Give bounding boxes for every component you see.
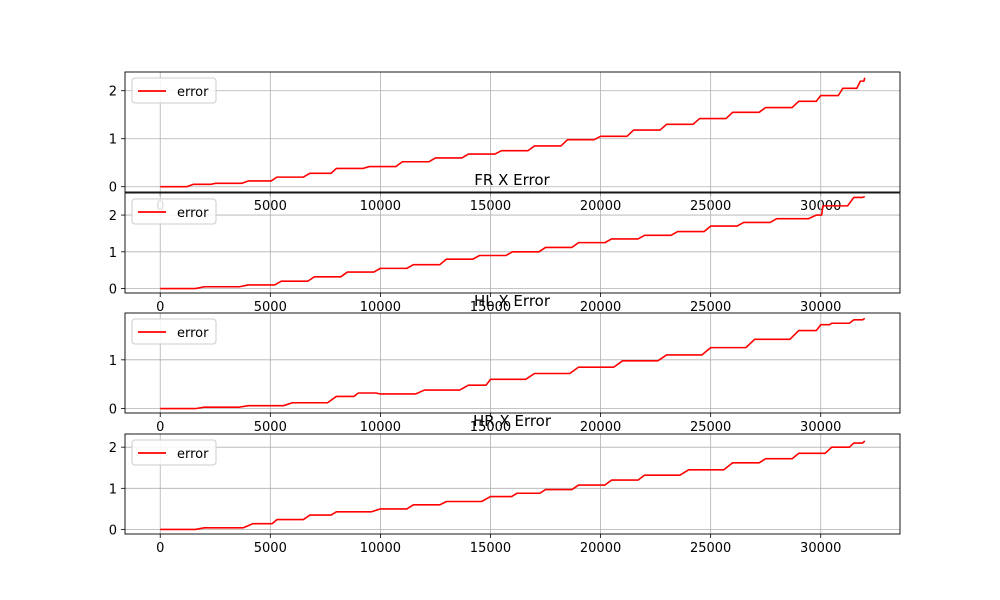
subplot-3-x-tick-label: 30000 bbox=[800, 420, 841, 435]
subplot-4-title: HR X Error bbox=[473, 412, 552, 430]
subplot-4-x-tick-label: 30000 bbox=[800, 541, 841, 556]
subplot-1-legend-label: error bbox=[177, 85, 209, 100]
subplot-3: HL X Error 0 5000 10000 15000 20000 25000 3000… bbox=[109, 292, 901, 435]
subplot-4-y-tick-label: 2 bbox=[109, 441, 117, 456]
subplot-2-x-tick-label: 10000 bbox=[360, 300, 401, 315]
subplot-3-legend: error bbox=[131, 318, 217, 345]
subplot-4-axes-frame bbox=[124, 433, 901, 535]
subplot-4-y-tick-label: 0 bbox=[109, 523, 117, 538]
subplot-4-legend: error bbox=[131, 439, 217, 466]
subplot-2-legend-box bbox=[131, 198, 217, 225]
subplot-3-legend-box bbox=[131, 318, 217, 345]
subplot-3-x-tick-label: 20000 bbox=[580, 420, 621, 435]
subplot-2-y-tick-label: 1 bbox=[109, 246, 117, 261]
subplot-4-x-tick-label: 0 bbox=[156, 541, 164, 556]
subplot-2-x-tick-label: 30000 bbox=[800, 300, 841, 315]
subplot-3-x-tick-label: 0 bbox=[156, 420, 164, 435]
subplot-1-y-tick-label: 1 bbox=[109, 133, 117, 148]
subplot-4-y-tick-label: 1 bbox=[109, 482, 117, 497]
subplot-3-x-tick-label: 25000 bbox=[690, 420, 731, 435]
subplot-4-legend-label: error bbox=[177, 447, 209, 462]
subplot-4-x-tick-label: 15000 bbox=[470, 541, 511, 556]
subplot-2-x-tick-label: 15000 bbox=[470, 300, 511, 315]
subplot-2-title: FR X Error bbox=[474, 171, 550, 189]
subplot-1-axes-frame bbox=[124, 71, 901, 193]
subplot-4: HR X Error 0 5000 10000 15000 20000 25000 3000… bbox=[109, 412, 901, 556]
subplot-2: FR X Error 0 5000 10000 15000 20000 25000 3000… bbox=[109, 171, 901, 315]
subplot-1-legend: error bbox=[131, 77, 217, 104]
subplot-2-y-tick-label: 0 bbox=[109, 283, 117, 298]
subplot-4-x-tick-label: 25000 bbox=[690, 541, 731, 556]
subplot-2-x-tick-label: 5000 bbox=[254, 300, 287, 315]
subplot-3-axes-frame bbox=[124, 312, 901, 414]
subplot-4-x-tick-label: 10000 bbox=[360, 541, 401, 556]
subplot-2-axes-frame bbox=[124, 192, 901, 294]
subplot-2-x-tick-label: 0 bbox=[156, 300, 164, 315]
subplot-1-y-tick-label: 0 bbox=[109, 181, 117, 196]
subplot-3-y-tick-label: 1 bbox=[109, 354, 117, 369]
subplot-3-x-tick-label: 10000 bbox=[360, 420, 401, 435]
subplot-2-y-tick-label: 2 bbox=[109, 209, 117, 224]
subplot-3-x-tick-label: 5000 bbox=[254, 420, 287, 435]
subplot-4-x-tick-label: 20000 bbox=[580, 541, 621, 556]
subplot-3-y-tick-label: 0 bbox=[109, 403, 117, 418]
subplot-2-legend: error bbox=[131, 198, 217, 225]
subplot-3-x-tick-label: 15000 bbox=[470, 420, 511, 435]
subplot-3-title: HL X Error bbox=[474, 292, 551, 310]
subplot-1-legend-box bbox=[131, 77, 217, 104]
subplot-2-legend-label: error bbox=[177, 206, 209, 221]
subplot-4-legend-box bbox=[131, 439, 217, 466]
subplot-1-y-tick-label: 2 bbox=[109, 85, 117, 100]
subplot-4-x-tick-label: 5000 bbox=[254, 541, 287, 556]
subplot-2-x-tick-label: 25000 bbox=[690, 300, 731, 315]
subplot-3-legend-label: error bbox=[177, 326, 209, 341]
subplot-2-x-tick-label: 20000 bbox=[580, 300, 621, 315]
subplot-4-series-line-error bbox=[160, 440, 866, 531]
